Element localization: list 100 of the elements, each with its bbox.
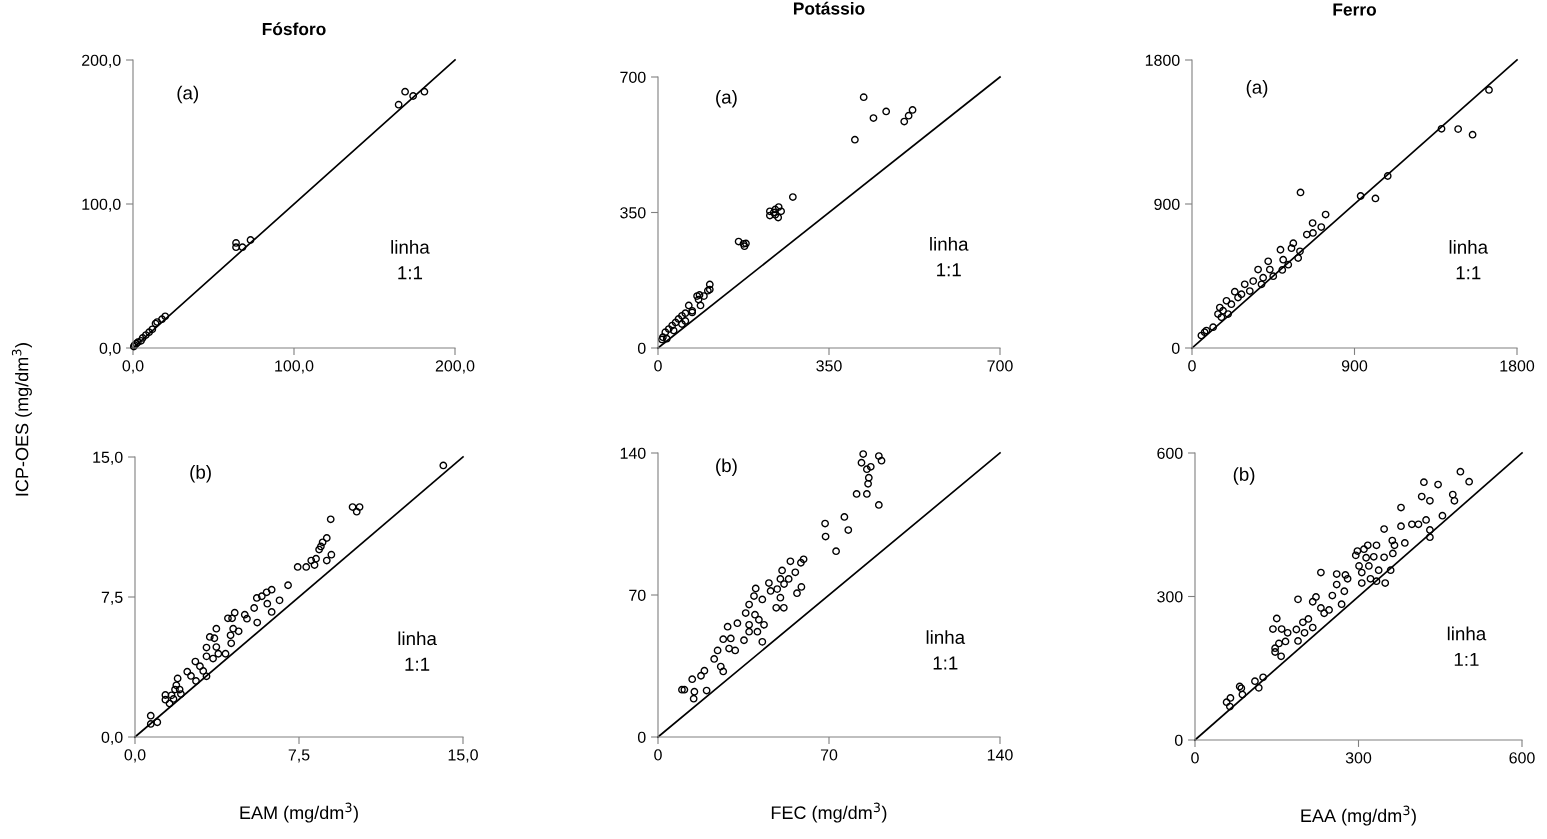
annotation: (a) [177,85,199,104]
point [1269,272,1278,281]
point [238,243,247,252]
annotation: (a) [1246,80,1268,98]
y-tick-label: 15,0 [93,451,123,465]
point [700,292,708,301]
y-tick-label: 0 [637,342,646,354]
y-tick-label: 0 [1171,342,1180,354]
point [141,331,150,339]
point [1371,194,1380,203]
x-tick-label: 0,0 [122,360,144,374]
x-tick-label: 100,0 [275,360,314,374]
x-tick-label: 350 [816,360,842,372]
x-tick-label: 70 [820,749,838,761]
point [1289,239,1298,248]
point [696,301,705,310]
point [734,237,743,246]
x-tick-label: 300 [1345,752,1372,764]
x-tick-label: 1800 [1500,360,1535,372]
annotation: (a) [716,89,737,108]
point [1240,280,1249,289]
annotation: linha 1:1 [391,240,430,280]
point [1209,323,1218,332]
x-axis-title: FEC (mg/dm$^{3}$) [771,802,887,823]
point [1383,172,1392,180]
point [668,321,677,330]
point [859,93,868,102]
y-tick-label: 200,0 [82,54,121,68]
point [765,207,774,216]
chart-title: Fósforo [262,22,326,36]
point [138,334,147,342]
x-axis-title: EAA (mg/dm$^{3}$) [1301,805,1416,826]
point [695,291,704,299]
y-tick-label: 0 [637,731,646,743]
point [694,295,703,304]
point [851,135,859,144]
point [1264,257,1273,266]
annotation: linha 1:1 [1449,240,1489,280]
point [771,205,780,214]
x-tick-label: 0 [654,749,662,761]
chart-title: Ferro [1333,3,1377,16]
y-tick-label: 100,0 [82,198,121,212]
point [1287,244,1296,253]
point [739,239,748,248]
y-tick-label: 0,0 [101,731,123,745]
point [740,242,749,251]
point [1219,306,1227,315]
y-tick-label: 0,0 [99,342,121,356]
point [1224,310,1233,318]
point [882,107,891,116]
y-tick-label: 300 [1157,591,1183,603]
annotation: linha 1:1 [398,631,437,671]
point [661,328,670,337]
y-axis-title: ICP-OES (mg/dm$^{3}$) [11,343,32,496]
point [1278,266,1287,274]
point [420,87,429,96]
point [664,325,673,333]
point [662,334,671,343]
point [904,111,913,120]
annotation: (b) [716,458,737,476]
point [145,328,153,337]
annotation: linha 1:1 [926,630,966,670]
point [669,326,678,335]
point [1356,192,1365,200]
x-tick-label: 7,5 [288,749,310,763]
point [1215,303,1224,312]
point [671,318,680,327]
x-tick-label: 0 [654,360,662,372]
point [681,317,690,325]
annotation: linha 1:1 [1447,626,1487,666]
point [161,312,170,321]
x-tick-label: 200,0 [435,360,475,374]
point [1259,273,1268,282]
point [1308,219,1317,227]
point [1302,230,1311,239]
point [394,100,403,109]
point [1237,290,1246,299]
point [1245,287,1254,295]
point [1468,130,1477,139]
point [908,106,917,114]
x-tick-label: 0,0 [124,749,146,763]
point [1296,247,1304,256]
y-tick-label: 1800 [1145,54,1180,66]
point [1214,310,1222,318]
point [1222,296,1231,305]
point [1317,223,1326,231]
point [777,207,786,216]
point [1485,86,1493,94]
point [158,315,166,324]
point [409,92,418,100]
x-tick-label: 140 [987,749,1013,761]
annotation: linha 1:1 [930,237,969,277]
point [1217,313,1226,322]
point [681,309,690,318]
annotation: (b) [190,465,211,483]
point [869,114,878,122]
point [1276,245,1285,254]
y-tick-label: 900 [1154,198,1180,210]
point [1227,300,1236,309]
point [232,238,240,247]
